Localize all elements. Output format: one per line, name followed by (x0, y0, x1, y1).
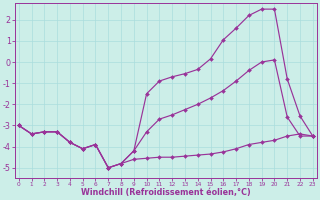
X-axis label: Windchill (Refroidissement éolien,°C): Windchill (Refroidissement éolien,°C) (81, 188, 251, 197)
